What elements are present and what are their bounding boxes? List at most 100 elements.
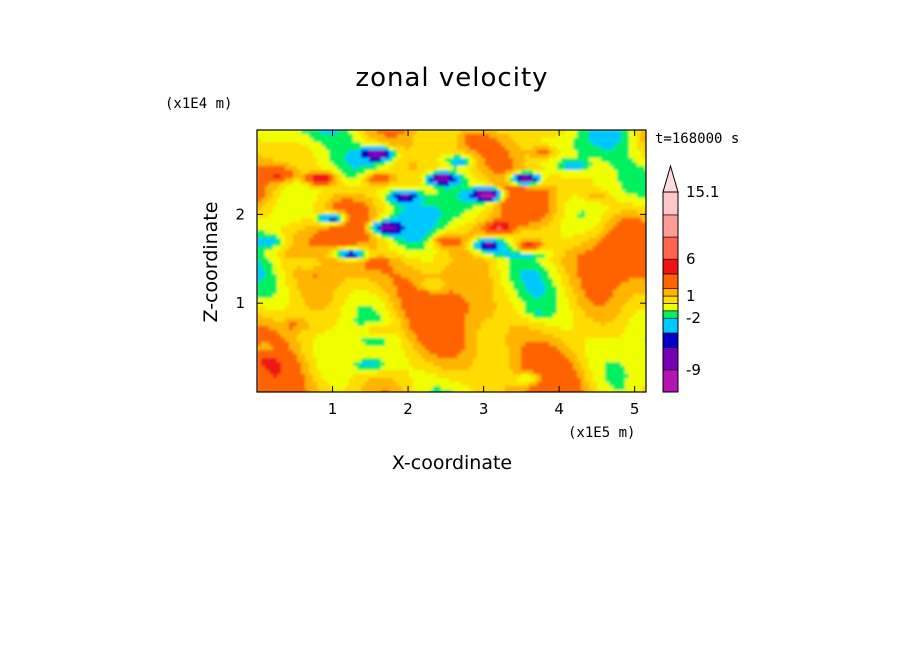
field-cell [525, 194, 530, 199]
field-cell [637, 146, 642, 151]
field-cell [561, 262, 566, 267]
field-cell [305, 154, 310, 159]
field-cell [425, 326, 430, 331]
field-cell [349, 178, 354, 183]
field-cell [353, 270, 358, 275]
field-cell [261, 190, 266, 195]
field-cell [353, 282, 358, 287]
field-cell [273, 142, 278, 147]
field-cell [321, 230, 326, 235]
field-cell [349, 214, 354, 219]
field-cell [509, 326, 514, 331]
field-cell [505, 186, 510, 191]
field-cell [529, 318, 534, 323]
field-cell [373, 270, 378, 275]
field-cell [557, 194, 562, 199]
field-cell [569, 290, 574, 295]
field-cell [597, 238, 602, 243]
field-cell [541, 258, 546, 263]
field-cell [345, 158, 350, 163]
field-cell [625, 286, 630, 291]
field-cell [589, 326, 594, 331]
field-cell [545, 134, 550, 139]
field-cell [329, 326, 334, 331]
field-cell [393, 290, 398, 295]
field-cell [361, 174, 366, 179]
field-cell [525, 250, 530, 255]
field-cell [633, 326, 638, 331]
field-cell [497, 282, 502, 287]
field-cell [377, 250, 382, 255]
field-cell [505, 234, 510, 239]
field-cell [425, 302, 430, 307]
field-cell [333, 134, 338, 139]
field-cell [389, 318, 394, 323]
field-cell [593, 306, 598, 311]
field-cell [301, 198, 306, 203]
field-cell [577, 258, 582, 263]
field-cell [325, 146, 330, 151]
field-cell [405, 146, 410, 151]
field-cell [365, 206, 370, 211]
field-cell [405, 194, 410, 199]
field-cell [405, 314, 410, 319]
field-cell [529, 326, 534, 331]
field-cell [513, 226, 518, 231]
field-cell [329, 234, 334, 239]
field-cell [317, 246, 322, 251]
field-cell [417, 146, 422, 151]
field-cell [321, 210, 326, 215]
field-cell [349, 290, 354, 295]
field-cell [509, 330, 514, 335]
field-cell [477, 258, 482, 263]
field-cell [305, 222, 310, 227]
field-cell [429, 146, 434, 151]
field-cell [565, 190, 570, 195]
field-cell [501, 214, 506, 219]
field-cell [337, 202, 342, 207]
field-cell [257, 298, 262, 303]
field-cell [393, 242, 398, 247]
field-cell [589, 234, 594, 239]
field-cell [533, 138, 538, 143]
field-cell [385, 214, 390, 219]
field-cell [381, 218, 386, 223]
field-cell [433, 282, 438, 287]
field-cell [553, 270, 558, 275]
field-cell [605, 306, 610, 311]
field-cell [281, 326, 286, 331]
field-cell [541, 162, 546, 167]
field-cell [581, 222, 586, 227]
field-cell [561, 226, 566, 231]
field-cell [469, 270, 474, 275]
field-cell [541, 310, 546, 315]
field-cell [317, 170, 322, 175]
field-cell [261, 186, 266, 191]
field-cell [265, 266, 270, 271]
field-cell [609, 330, 614, 335]
field-cell [569, 242, 574, 247]
field-cell [429, 174, 434, 179]
field-cell [477, 210, 482, 215]
field-cell [445, 146, 450, 151]
field-cell [625, 270, 630, 275]
field-cell [285, 186, 290, 191]
field-cell [545, 310, 550, 315]
field-cell [601, 262, 606, 267]
field-cell [413, 194, 418, 199]
field-cell [341, 214, 346, 219]
field-cell [533, 198, 538, 203]
field-cell [273, 194, 278, 199]
field-cell [369, 282, 374, 287]
field-cell [533, 146, 538, 151]
field-cell [557, 326, 562, 331]
field-cell [593, 154, 598, 159]
field-cell [317, 198, 322, 203]
field-cell [617, 186, 622, 191]
field-cell [545, 174, 550, 179]
field-cell [457, 178, 462, 183]
field-cell [345, 310, 350, 315]
field-cell [557, 310, 562, 315]
field-cell [489, 330, 494, 335]
field-cell [565, 306, 570, 311]
